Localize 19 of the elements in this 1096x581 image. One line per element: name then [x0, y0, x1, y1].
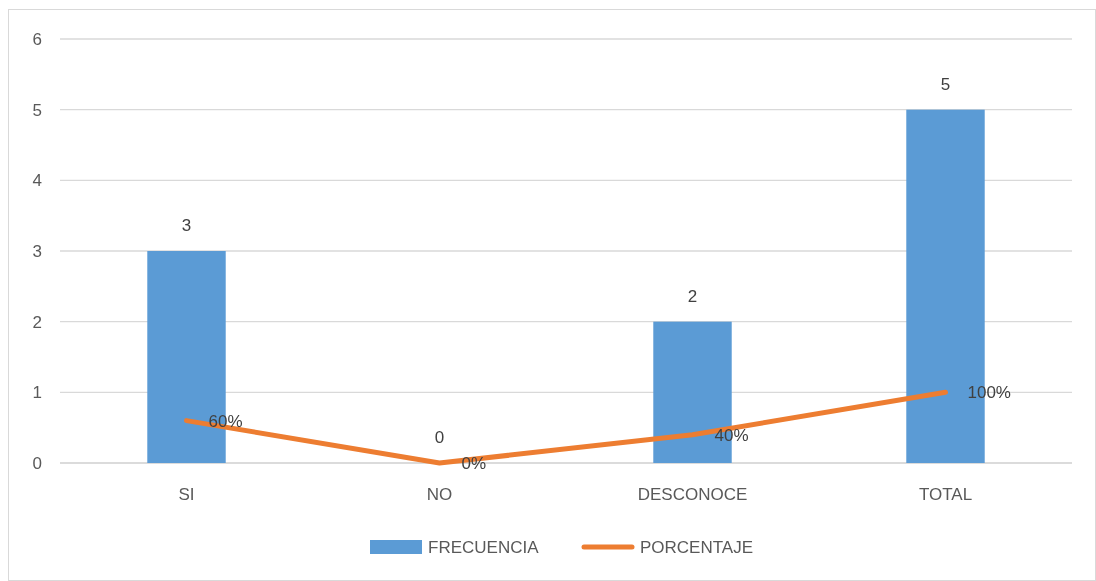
y-tick-label: 5 [32, 100, 42, 120]
y-tick-label: 4 [32, 171, 42, 191]
x-tick-label: NO [426, 485, 453, 504]
legend-label: PORCENTAJE [640, 538, 754, 557]
x-tick-label: DESCONOCE [637, 485, 748, 504]
data-label: 40% [714, 425, 749, 445]
y-tick-label: 0 [32, 453, 42, 473]
y-tick-label: 2 [32, 312, 42, 332]
legend-label: FRECUENCIA [428, 538, 540, 557]
y-tick-label: 6 [32, 29, 42, 49]
data-label: 0 [434, 428, 445, 447]
data-label: 2 [687, 286, 698, 306]
data-label: 3 [181, 216, 192, 235]
data-label: 5 [940, 74, 951, 94]
x-tick-label: SI [178, 485, 195, 504]
y-tick-label: 1 [32, 383, 42, 403]
data-label: 60% [208, 411, 243, 431]
y-tick-label: 3 [32, 241, 42, 261]
x-tick-label: TOTAL [918, 485, 973, 504]
